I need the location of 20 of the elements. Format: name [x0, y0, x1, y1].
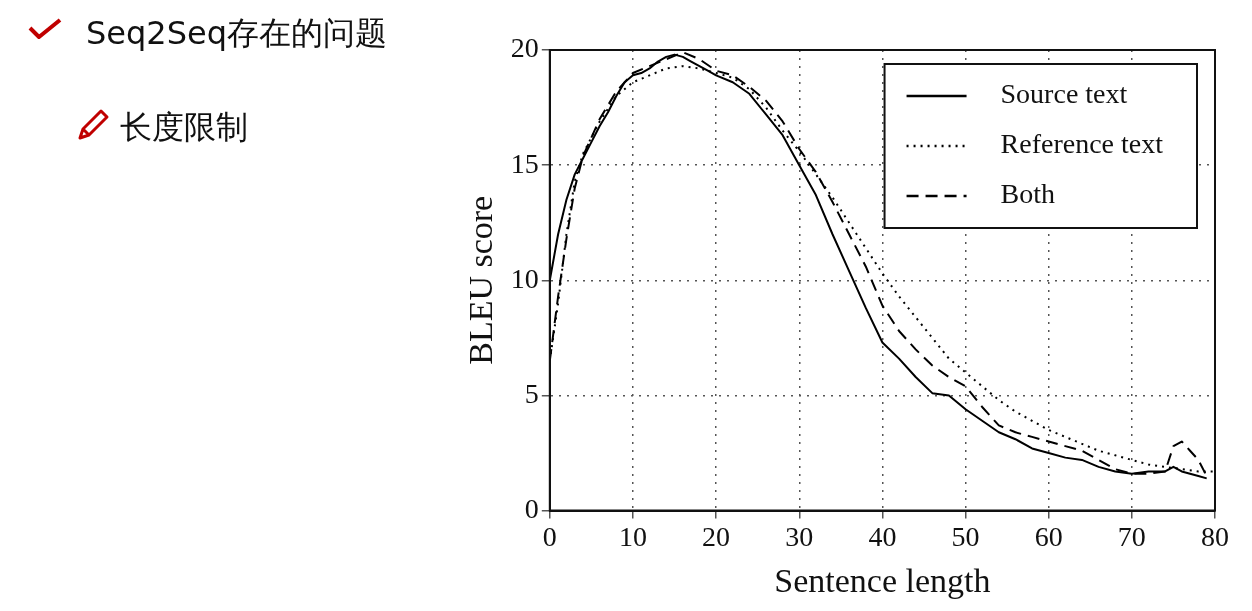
- y-tick-label: 20: [510, 32, 539, 64]
- x-tick-label: 30: [785, 520, 814, 552]
- text: Seq2Seq存在的问题: [86, 13, 387, 54]
- legend-label: Reference text: [1000, 128, 1164, 160]
- y-tick-label: 15: [510, 147, 539, 179]
- x-axis-title: Sentence length: [774, 561, 991, 599]
- x-tick-label: 70: [1117, 520, 1146, 552]
- y-tick-label: 0: [524, 492, 539, 524]
- y-axis-title: BLEU score: [462, 195, 500, 365]
- y-tick-label: 10: [510, 262, 539, 294]
- x-tick-label: 10: [618, 520, 647, 552]
- x-tick-label: 40: [868, 520, 897, 552]
- text: 长度限制: [120, 107, 248, 148]
- x-tick-label: 50: [951, 520, 980, 552]
- x-tick-label: 80: [1201, 520, 1229, 552]
- y-tick-label: 5: [524, 377, 539, 409]
- legend-label: Both: [1000, 178, 1056, 210]
- x-tick-label: 60: [1034, 520, 1063, 552]
- x-tick-label: 20: [702, 520, 731, 552]
- legend-label: Source text: [1000, 78, 1128, 110]
